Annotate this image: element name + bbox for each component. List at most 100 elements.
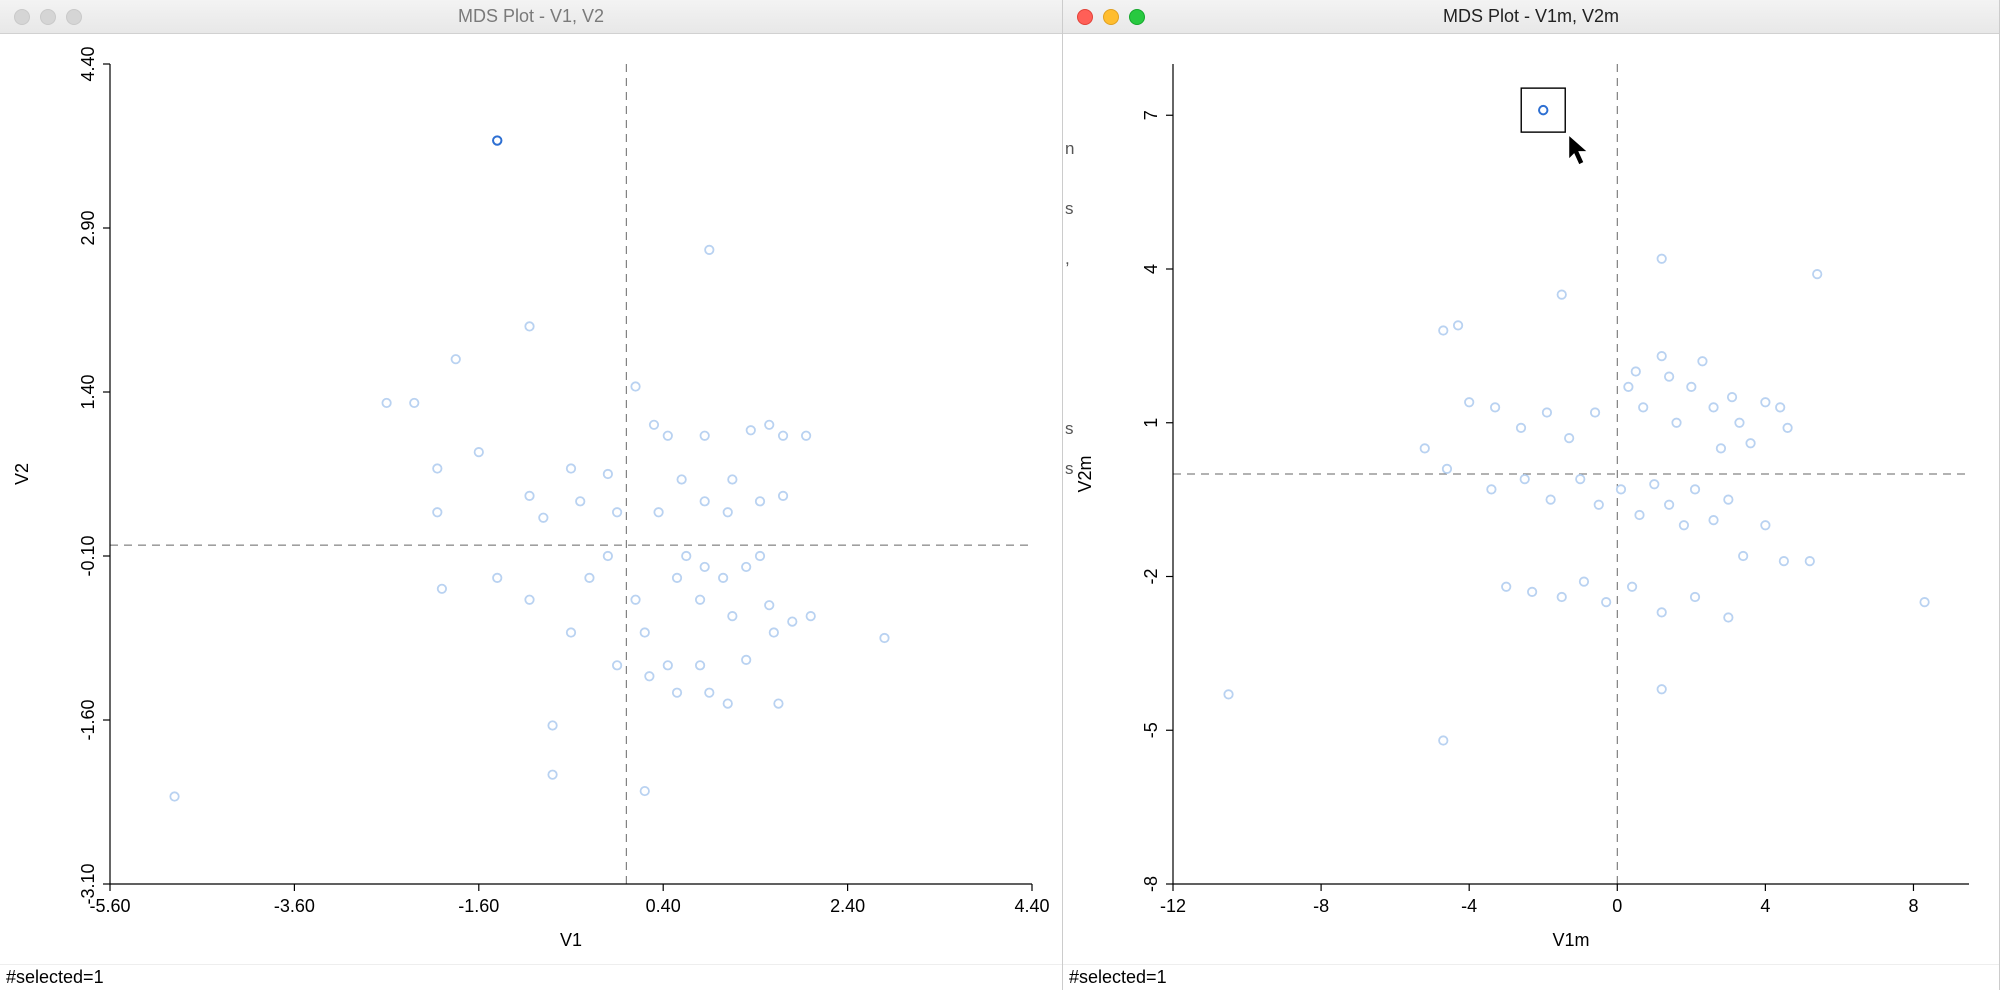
data-point[interactable] [631, 382, 639, 390]
data-point[interactable] [613, 661, 621, 669]
data-point[interactable] [1465, 398, 1473, 406]
data-point[interactable] [1709, 516, 1717, 524]
data-point[interactable] [1591, 408, 1599, 416]
data-point[interactable] [682, 552, 690, 560]
data-point[interactable] [664, 432, 672, 440]
data-point[interactable] [1421, 444, 1429, 452]
data-point[interactable] [728, 612, 736, 620]
data-point[interactable] [705, 246, 713, 254]
maximize-icon[interactable] [66, 9, 82, 25]
scatter-plot-right[interactable]: -12-8-4048-8-5-2147V1mV2mns,ss [1063, 34, 1999, 964]
data-point[interactable] [1691, 593, 1699, 601]
plot-area-left[interactable]: -5.60-3.60-1.600.402.404.40-3.10-1.60-0.… [0, 34, 1062, 964]
data-point[interactable] [567, 628, 575, 636]
data-point[interactable] [475, 448, 483, 456]
data-point[interactable] [1780, 557, 1788, 565]
data-point[interactable] [664, 661, 672, 669]
data-point[interactable] [1635, 511, 1643, 519]
data-point[interactable] [1454, 321, 1462, 329]
data-point[interactable] [1672, 419, 1680, 427]
data-point[interactable] [641, 787, 649, 795]
data-point[interactable] [493, 136, 501, 144]
data-point[interactable] [1691, 485, 1699, 493]
data-point[interactable] [604, 552, 612, 560]
data-point[interactable] [696, 596, 704, 604]
data-point[interactable] [548, 770, 556, 778]
data-point[interactable] [1813, 270, 1821, 278]
data-point[interactable] [765, 601, 773, 609]
data-point[interactable] [567, 464, 575, 472]
data-point[interactable] [1658, 685, 1666, 693]
data-point[interactable] [673, 574, 681, 582]
data-point[interactable] [1617, 485, 1625, 493]
data-point[interactable] [779, 492, 787, 500]
data-point[interactable] [696, 661, 704, 669]
data-point[interactable] [1580, 577, 1588, 585]
data-point[interactable] [1658, 255, 1666, 263]
data-point[interactable] [1680, 521, 1688, 529]
data-point[interactable] [724, 508, 732, 516]
data-point[interactable] [1728, 393, 1736, 401]
data-point[interactable] [1658, 608, 1666, 616]
data-point[interactable] [673, 688, 681, 696]
data-point[interactable] [1624, 383, 1632, 391]
data-point[interactable] [1761, 521, 1769, 529]
data-point[interactable] [1528, 588, 1536, 596]
data-point[interactable] [539, 514, 547, 522]
titlebar-right[interactable]: MDS Plot - V1m, V2m [1063, 0, 1999, 34]
data-point[interactable] [1739, 552, 1747, 560]
data-point[interactable] [410, 399, 418, 407]
data-point[interactable] [1539, 106, 1547, 114]
data-point[interactable] [1783, 424, 1791, 432]
data-point[interactable] [747, 426, 755, 434]
data-point[interactable] [1776, 403, 1784, 411]
data-point[interactable] [585, 574, 593, 582]
data-point[interactable] [774, 699, 782, 707]
data-point[interactable] [756, 552, 764, 560]
data-point[interactable] [576, 497, 584, 505]
data-point[interactable] [700, 497, 708, 505]
data-point[interactable] [728, 475, 736, 483]
data-point[interactable] [525, 322, 533, 330]
data-point[interactable] [1558, 593, 1566, 601]
data-point[interactable] [1665, 372, 1673, 380]
data-point[interactable] [1439, 326, 1447, 334]
minimize-icon[interactable] [40, 9, 56, 25]
data-point[interactable] [1595, 501, 1603, 509]
data-point[interactable] [1724, 495, 1732, 503]
data-point[interactable] [433, 464, 441, 472]
data-point[interactable] [1650, 480, 1658, 488]
data-point[interactable] [170, 792, 178, 800]
data-point[interactable] [1502, 583, 1510, 591]
data-point[interactable] [756, 497, 764, 505]
data-point[interactable] [1639, 403, 1647, 411]
data-point[interactable] [1443, 465, 1451, 473]
titlebar-left[interactable]: MDS Plot - V1, V2 [0, 0, 1062, 34]
data-point[interactable] [1717, 444, 1725, 452]
data-point[interactable] [525, 596, 533, 604]
data-point[interactable] [1698, 357, 1706, 365]
data-point[interactable] [613, 508, 621, 516]
data-point[interactable] [1665, 501, 1673, 509]
data-point[interactable] [770, 628, 778, 636]
data-point[interactable] [604, 470, 612, 478]
data-point[interactable] [1439, 736, 1447, 744]
data-point[interactable] [779, 432, 787, 440]
data-point[interactable] [724, 699, 732, 707]
data-point[interactable] [719, 574, 727, 582]
data-point[interactable] [1761, 398, 1769, 406]
data-point[interactable] [631, 596, 639, 604]
data-point[interactable] [700, 432, 708, 440]
data-point[interactable] [1724, 613, 1732, 621]
data-point[interactable] [765, 421, 773, 429]
data-point[interactable] [641, 628, 649, 636]
data-point[interactable] [788, 617, 796, 625]
data-point[interactable] [1658, 352, 1666, 360]
data-point[interactable] [1735, 419, 1743, 427]
data-point[interactable] [645, 672, 653, 680]
maximize-icon[interactable] [1129, 9, 1145, 25]
data-point[interactable] [1224, 690, 1232, 698]
data-point[interactable] [1521, 475, 1529, 483]
data-point[interactable] [807, 612, 815, 620]
data-point[interactable] [1920, 598, 1928, 606]
